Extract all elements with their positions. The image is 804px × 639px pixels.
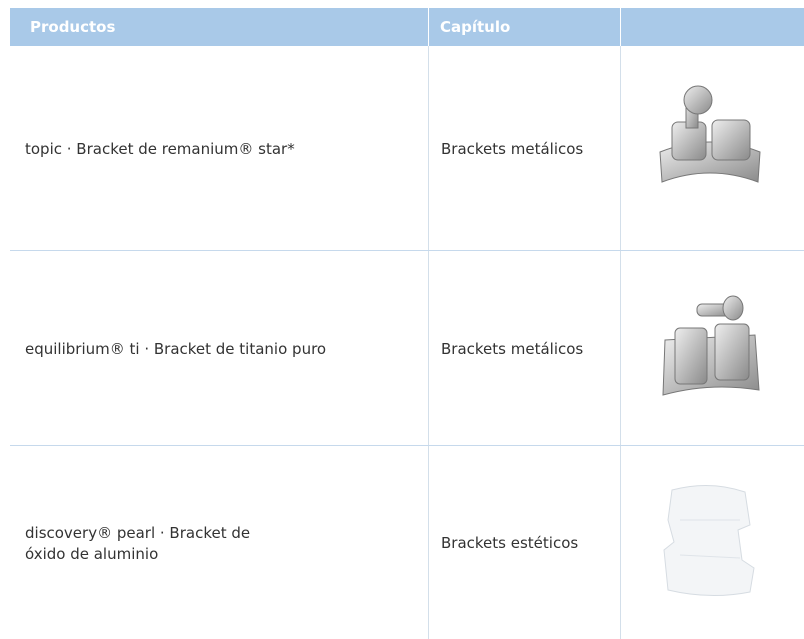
bracket-image xyxy=(659,85,761,183)
chapter-cell: Brackets estéticos xyxy=(441,534,579,552)
row-divider xyxy=(10,250,804,251)
header-divider xyxy=(428,8,429,46)
bracket-image xyxy=(663,484,755,597)
product-cell: topic · Bracket de remanium® star* xyxy=(25,139,295,160)
header-cell: Productos xyxy=(30,18,116,36)
product-text: topic · Bracket de remanium® star* xyxy=(25,140,295,158)
header-cell: Capítulo xyxy=(440,18,511,36)
chapter-cell: Brackets metálicos xyxy=(441,340,584,358)
bracket-image xyxy=(662,295,760,396)
row-divider xyxy=(10,445,804,446)
header-divider xyxy=(620,8,621,46)
column-divider xyxy=(428,46,429,639)
chapter-cell: Brackets metálicos xyxy=(441,140,584,158)
product-text: equilibrium® ti · Bracket de titanio pur… xyxy=(25,340,327,358)
product-text: discovery® pearl · Bracket de xyxy=(25,524,251,542)
table-header: Productos Capítulo xyxy=(10,8,804,46)
product-cell: equilibrium® ti · Bracket de titanio pur… xyxy=(25,339,326,360)
product-text: óxido de aluminio xyxy=(25,545,159,563)
product-cell: discovery® pearl · Bracket de óxido de a… xyxy=(25,523,250,565)
column-divider xyxy=(620,46,621,639)
